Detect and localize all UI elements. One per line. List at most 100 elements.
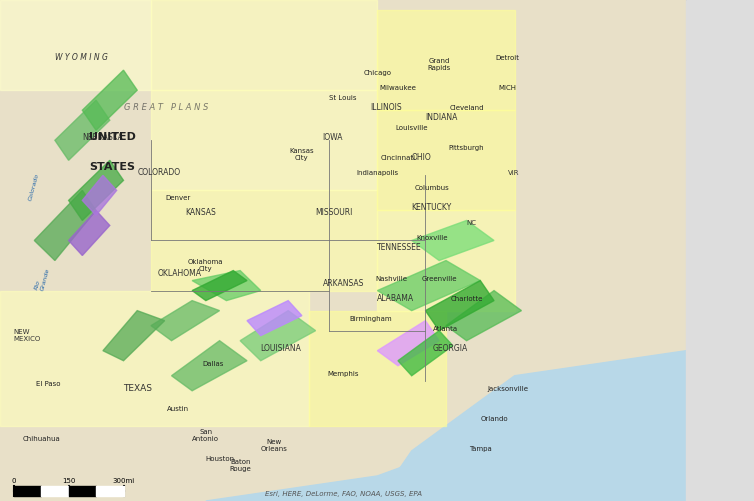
Bar: [723, 148, 750, 175]
Polygon shape: [377, 261, 480, 311]
Text: ILLINOIS: ILLINOIS: [370, 103, 402, 112]
Text: KANSAS: KANSAS: [185, 208, 216, 217]
Text: Indianapolis: Indianapolis: [357, 170, 398, 176]
Bar: [686, 0, 754, 60]
Text: Atlanta: Atlanta: [434, 326, 458, 332]
Bar: [723, 205, 750, 231]
Polygon shape: [377, 110, 514, 210]
Text: W Y O M I N G: W Y O M I N G: [55, 53, 108, 62]
Text: NC: NC: [467, 220, 477, 226]
Text: St Louis: St Louis: [329, 95, 357, 101]
Text: Austin: Austin: [167, 406, 189, 412]
Polygon shape: [377, 351, 686, 501]
Polygon shape: [192, 271, 261, 301]
Text: Milwaukee: Milwaukee: [379, 85, 416, 91]
Text: Esri, HERE, DeLorme, FAO, NOAA, USGS, EPA: Esri, HERE, DeLorme, FAO, NOAA, USGS, EP…: [265, 491, 421, 497]
Text: UNITED: UNITED: [89, 132, 136, 142]
Text: 2: 2: [711, 214, 716, 223]
Bar: [723, 290, 750, 316]
Text: TEXAS: TEXAS: [124, 384, 152, 393]
Text: -8: -8: [708, 468, 716, 477]
Text: G R E A T   P L A N S: G R E A T P L A N S: [124, 103, 208, 112]
Polygon shape: [0, 0, 151, 90]
Text: Memphis: Memphis: [327, 371, 359, 377]
Text: -1: -1: [708, 327, 716, 336]
Bar: [723, 92, 750, 118]
Text: KENTUCKY: KENTUCKY: [412, 203, 452, 212]
Text: Rio
Grande: Rio Grande: [35, 267, 51, 292]
Text: -4: -4: [708, 412, 716, 421]
Text: Jacksonville: Jacksonville: [487, 386, 529, 392]
Text: .5: .5: [708, 270, 716, 279]
Polygon shape: [151, 90, 377, 190]
Text: COLORADO: COLORADO: [137, 168, 180, 177]
Polygon shape: [446, 291, 522, 341]
Bar: [723, 431, 750, 458]
Bar: [723, 374, 750, 401]
Polygon shape: [398, 331, 453, 376]
Text: ALABAMA: ALABAMA: [377, 294, 415, 303]
Text: Cincinnati: Cincinnati: [381, 155, 415, 161]
Text: Grand
Rapids: Grand Rapids: [428, 58, 451, 71]
Polygon shape: [412, 220, 494, 261]
Text: MICH: MICH: [498, 85, 516, 91]
Text: 3: 3: [711, 185, 716, 194]
Text: Chihuahua: Chihuahua: [23, 436, 60, 442]
Text: MISSOURI: MISSOURI: [316, 208, 353, 217]
Text: 1: 1: [711, 242, 716, 251]
Text: 4: 4: [711, 157, 716, 166]
Circle shape: [716, 0, 725, 65]
Text: Pittsburgh: Pittsburgh: [449, 145, 484, 151]
Text: VIR: VIR: [507, 170, 520, 176]
Text: Nashville: Nashville: [375, 276, 407, 282]
Text: Kansas
City: Kansas City: [290, 148, 314, 161]
Text: TENNESSEE: TENNESSEE: [377, 243, 422, 253]
Text: 5: 5: [711, 129, 716, 138]
Bar: [723, 459, 750, 486]
Bar: [723, 318, 750, 345]
Polygon shape: [55, 100, 110, 160]
Polygon shape: [240, 311, 316, 361]
Bar: [723, 233, 750, 260]
Text: NEW
MEXICO: NEW MEXICO: [14, 329, 41, 342]
Polygon shape: [69, 160, 124, 220]
Text: NEBRASKA: NEBRASKA: [82, 133, 123, 142]
Text: Denver: Denver: [166, 195, 191, 201]
Bar: [723, 346, 750, 373]
Text: -3: -3: [708, 383, 716, 392]
Text: Orlando: Orlando: [480, 416, 508, 422]
Text: El Paso: El Paso: [35, 381, 60, 387]
Text: OHIO: OHIO: [412, 153, 431, 162]
Polygon shape: [151, 301, 219, 341]
Polygon shape: [151, 190, 377, 291]
Text: NOAA: NOAA: [713, 28, 728, 33]
Polygon shape: [82, 70, 137, 130]
Bar: [723, 120, 750, 147]
Text: Detroit: Detroit: [495, 55, 520, 61]
Polygon shape: [192, 271, 247, 301]
Polygon shape: [69, 210, 110, 256]
Text: Charlotte: Charlotte: [450, 296, 483, 302]
Text: Baton
Rouge: Baton Rouge: [229, 459, 251, 472]
Polygon shape: [425, 281, 494, 331]
Text: Inches: Inches: [702, 75, 738, 85]
Text: 0: 0: [11, 478, 16, 484]
Text: Dallas: Dallas: [202, 361, 223, 367]
Polygon shape: [377, 321, 439, 366]
Text: San
Antonio: San Antonio: [192, 429, 219, 442]
Text: IOWA: IOWA: [323, 133, 343, 142]
Text: Colorado: Colorado: [27, 173, 40, 201]
Text: -5: -5: [708, 440, 716, 449]
Bar: [723, 403, 750, 429]
Text: Houston: Houston: [205, 456, 234, 462]
Text: Greenville: Greenville: [421, 276, 457, 282]
Text: New
Orleans: New Orleans: [261, 439, 288, 452]
Text: OKLAHOMA: OKLAHOMA: [158, 269, 202, 278]
Text: Cleveland: Cleveland: [449, 105, 484, 111]
Text: Tampa: Tampa: [469, 446, 492, 452]
Polygon shape: [103, 311, 164, 361]
Text: 300mi: 300mi: [112, 478, 135, 484]
Polygon shape: [35, 190, 96, 261]
Text: ARKANSAS: ARKANSAS: [323, 279, 364, 288]
Polygon shape: [206, 426, 514, 501]
